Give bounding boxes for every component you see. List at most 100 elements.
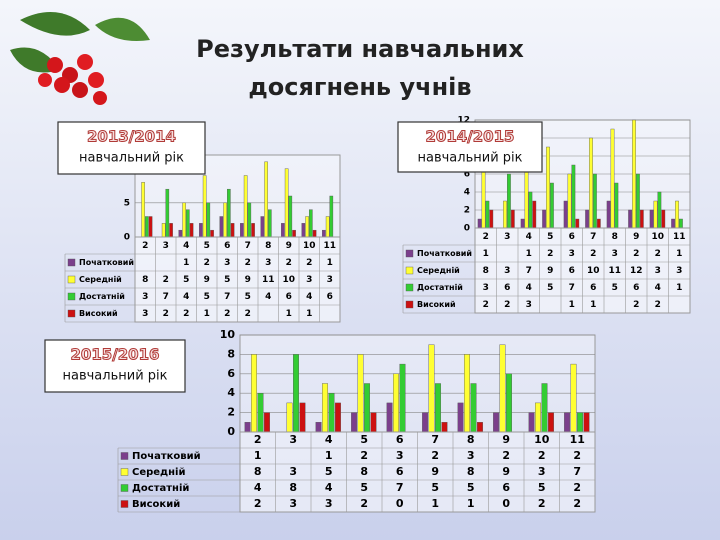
- bar: [210, 229, 214, 238]
- bar: [510, 209, 515, 229]
- table-value: 10: [282, 275, 295, 285]
- table-value: 9: [547, 266, 553, 276]
- table-value: 3: [327, 275, 333, 285]
- bar: [493, 412, 500, 433]
- bar: [614, 182, 619, 229]
- period-subtitle: навчальний рік: [63, 369, 168, 384]
- legend-label: Достатній: [132, 483, 189, 494]
- y-tick-label: 10: [220, 328, 236, 341]
- table-value: 5: [224, 275, 230, 285]
- table-value: 1: [431, 497, 439, 510]
- bar: [567, 173, 572, 229]
- y-tick-label: 6: [464, 170, 470, 180]
- table-value: 4: [655, 283, 661, 293]
- legend-label: Достатній: [79, 291, 125, 301]
- table-value: 2: [538, 449, 546, 462]
- bar: [546, 146, 550, 229]
- table-value: 3: [142, 292, 148, 302]
- bar: [649, 209, 654, 229]
- bar: [528, 191, 533, 229]
- table-value: 3: [306, 275, 312, 285]
- table-value: 9: [502, 465, 510, 478]
- y-tick-label: 4: [464, 188, 470, 198]
- table-value: 3: [569, 249, 575, 259]
- bar: [293, 354, 299, 433]
- bar: [329, 195, 334, 238]
- table-value: 6: [633, 283, 639, 293]
- table-value: 2: [360, 449, 368, 462]
- table-value: 3: [676, 266, 682, 276]
- legend-label: Достатній: [417, 282, 463, 292]
- x-tick-label: 9: [502, 433, 510, 446]
- x-tick-label: 4: [526, 232, 532, 242]
- bar: [264, 412, 270, 433]
- x-tick-label: 6: [569, 232, 575, 242]
- bar: [260, 216, 265, 238]
- period-subtitle: навчальний рік: [79, 151, 184, 166]
- bar: [435, 383, 441, 433]
- table-value: 5: [204, 292, 210, 302]
- bar: [247, 202, 252, 238]
- legend-label: Початковий: [417, 249, 472, 258]
- x-tick-label: 5: [360, 433, 368, 446]
- table-value: 4: [526, 283, 532, 293]
- bar: [671, 218, 675, 229]
- bar: [264, 161, 268, 238]
- x-tick-label: 3: [289, 433, 297, 446]
- legend-swatch: [120, 484, 129, 492]
- period-box: [44, 339, 186, 393]
- bar: [636, 173, 640, 229]
- bar: [570, 363, 577, 433]
- period-box: [57, 121, 206, 175]
- bar: [506, 373, 512, 433]
- bar: [202, 175, 207, 238]
- x-tick-label: 5: [204, 241, 210, 251]
- table-value: 3: [289, 465, 297, 478]
- bar: [532, 200, 537, 229]
- table-value: 7: [526, 266, 532, 276]
- bar: [489, 209, 494, 229]
- bar: [457, 402, 464, 433]
- bar: [240, 223, 244, 238]
- bar: [563, 200, 568, 229]
- table-value: 2: [573, 481, 581, 494]
- table-value: 8: [467, 465, 475, 478]
- bar: [178, 229, 183, 238]
- bar: [639, 209, 644, 229]
- table-value: 7: [569, 283, 575, 293]
- table-value: 9: [431, 465, 439, 478]
- table-value: 6: [569, 266, 575, 276]
- bar: [464, 354, 470, 433]
- period-title: 2014/2015: [426, 128, 515, 146]
- legend-label: Середній: [132, 467, 185, 478]
- table-value: 3: [325, 497, 333, 510]
- bar: [186, 209, 190, 238]
- table-value: 11: [608, 266, 621, 276]
- y-tick-label: 0: [124, 233, 130, 243]
- table-value: 3: [538, 465, 546, 478]
- table-value: 2: [655, 249, 661, 259]
- bar: [477, 218, 482, 229]
- table-value: 3: [655, 266, 661, 276]
- bar: [628, 209, 632, 229]
- legend-swatch: [405, 266, 414, 275]
- table-value: 9: [204, 275, 210, 285]
- bar: [550, 182, 554, 229]
- bar: [227, 188, 231, 238]
- bar: [535, 402, 541, 433]
- table-value: 1: [327, 258, 333, 268]
- bar: [386, 402, 393, 433]
- table-value: 9: [245, 275, 251, 285]
- bar: [288, 195, 293, 238]
- table-value: 4: [306, 292, 312, 302]
- y-tick-label: 8: [227, 347, 235, 360]
- period-title: 2015/2016: [71, 346, 160, 364]
- bar: [596, 218, 601, 229]
- table-value: 3: [142, 309, 148, 319]
- x-tick-label: 7: [431, 433, 439, 446]
- bar: [189, 223, 194, 238]
- period-subtitle: навчальний рік: [418, 151, 523, 166]
- table-value: 2: [483, 300, 489, 310]
- table-value: 4: [254, 481, 262, 494]
- bar: [148, 216, 153, 238]
